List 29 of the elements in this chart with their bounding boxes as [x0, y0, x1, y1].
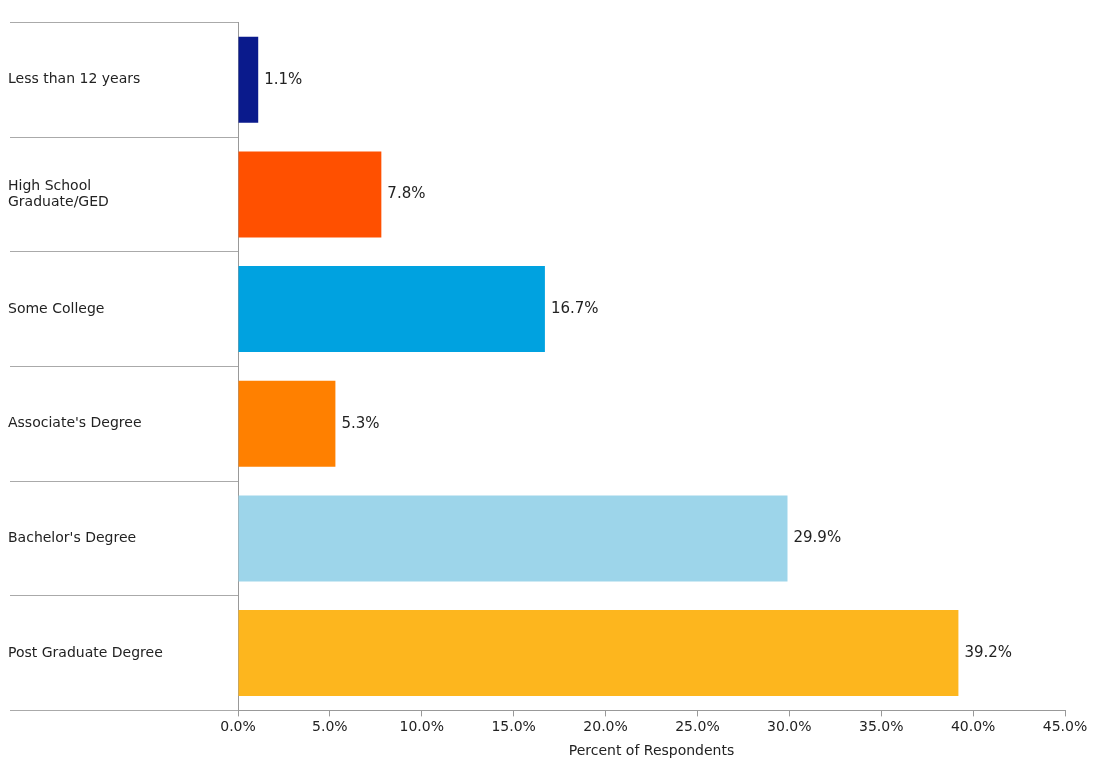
- bar: [238, 495, 788, 582]
- x-tick-label: 20.0%: [583, 718, 628, 735]
- y-tick-label: Less than 12 years: [8, 70, 141, 87]
- y-tick-label: Bachelor's Degree: [8, 529, 137, 546]
- bar: [238, 380, 336, 467]
- y-tick-label: High School Graduate/GED: [8, 176, 109, 210]
- data-label: 39.2%: [964, 642, 1013, 661]
- x-axis-title: Percent of Respondents: [568, 742, 735, 759]
- bar: [238, 610, 959, 697]
- y-tick-label: Some College: [8, 299, 105, 316]
- data-label: 16.7%: [550, 298, 599, 317]
- y-tick-label: Post Graduate Degree: [8, 643, 163, 660]
- x-tick-label: 35.0%: [858, 718, 904, 735]
- y-tick-label: Associate's Degree: [8, 414, 142, 431]
- x-tick-label: 25.0%: [675, 718, 720, 735]
- x-tick-label: 10.0%: [399, 718, 445, 735]
- bar: [238, 36, 259, 123]
- x-tick-label: 40.0%: [950, 718, 996, 735]
- x-tick-label: 15.0%: [491, 718, 536, 735]
- bar: [238, 266, 545, 353]
- data-label: 1.1%: [264, 69, 303, 88]
- x-tick-label: 0.0%: [220, 718, 256, 735]
- bar: [238, 151, 382, 238]
- data-label: 29.9%: [793, 528, 842, 547]
- x-tick-label: 5.0%: [312, 718, 348, 735]
- data-label: 5.3%: [341, 413, 380, 432]
- x-tick-label: 45.0%: [1042, 718, 1088, 735]
- x-tick-label: 30.0%: [767, 718, 812, 735]
- data-label: 7.8%: [387, 184, 426, 203]
